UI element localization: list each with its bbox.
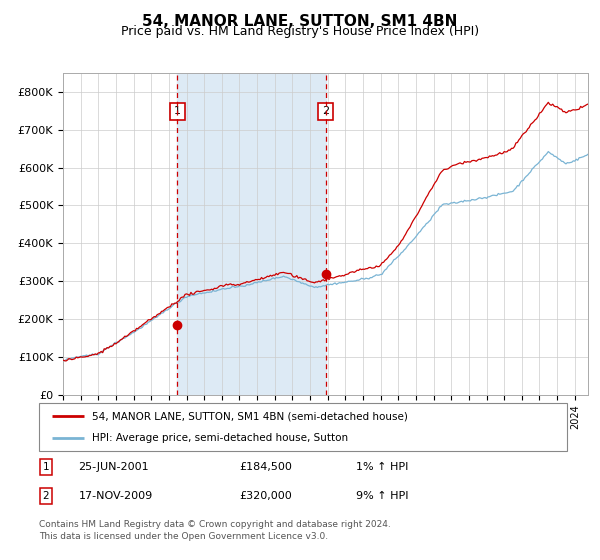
Text: HPI: Average price, semi-detached house, Sutton: HPI: Average price, semi-detached house,…: [92, 433, 348, 443]
Text: £320,000: £320,000: [239, 491, 292, 501]
Text: 17-NOV-2009: 17-NOV-2009: [79, 491, 153, 501]
Text: 1% ↑ HPI: 1% ↑ HPI: [356, 462, 408, 472]
Text: 9% ↑ HPI: 9% ↑ HPI: [356, 491, 409, 501]
FancyBboxPatch shape: [39, 403, 567, 451]
Text: Price paid vs. HM Land Registry's House Price Index (HPI): Price paid vs. HM Land Registry's House …: [121, 25, 479, 38]
Text: Contains HM Land Registry data © Crown copyright and database right 2024.: Contains HM Land Registry data © Crown c…: [39, 520, 391, 529]
Text: 1: 1: [43, 462, 49, 472]
Text: 54, MANOR LANE, SUTTON, SM1 4BN: 54, MANOR LANE, SUTTON, SM1 4BN: [142, 14, 458, 29]
Bar: [178, 73, 326, 395]
Text: 1: 1: [174, 106, 181, 116]
Text: This data is licensed under the Open Government Licence v3.0.: This data is licensed under the Open Gov…: [39, 532, 328, 541]
Text: £184,500: £184,500: [239, 462, 293, 472]
Text: 54, MANOR LANE, SUTTON, SM1 4BN (semi-detached house): 54, MANOR LANE, SUTTON, SM1 4BN (semi-de…: [92, 411, 407, 421]
Text: 25-JUN-2001: 25-JUN-2001: [79, 462, 149, 472]
Text: 2: 2: [322, 106, 329, 116]
Text: 2: 2: [43, 491, 49, 501]
